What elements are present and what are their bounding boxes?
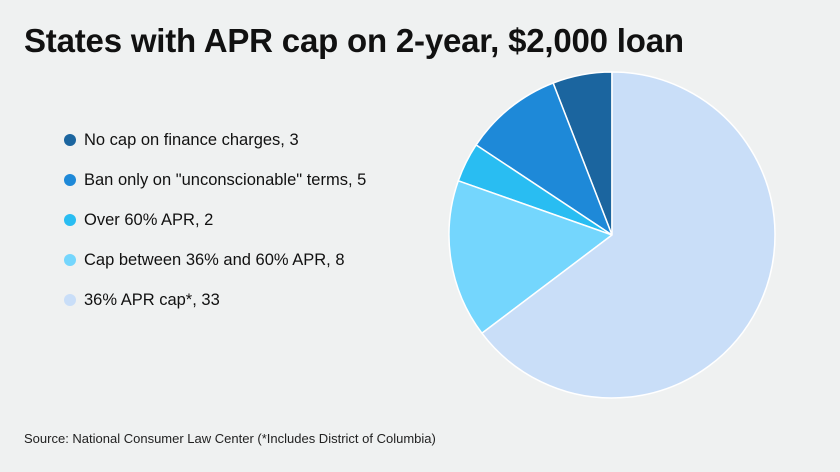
legend-swatch-over-60 xyxy=(64,214,76,226)
pie-slice-unconscionable xyxy=(475,82,613,236)
legend-swatch-36-cap xyxy=(64,294,76,306)
legend-label-36-60: Cap between 36% and 60% APR, 8 xyxy=(84,250,345,269)
legend-label-unconscionable: Ban only on "unconscionable" terms, 5 xyxy=(84,170,367,189)
chart-title: States with APR cap on 2-year, $2,000 lo… xyxy=(24,22,684,59)
legend-swatch-no-cap xyxy=(64,134,76,146)
legend-item-over-60: Over 60% APR, 2 xyxy=(64,207,366,233)
legend-swatch-unconscionable xyxy=(64,174,76,186)
legend: No cap on finance charges, 3 Ban only on… xyxy=(64,127,366,327)
pie-slice-36-60 xyxy=(448,180,613,334)
legend-label-no-cap: No cap on finance charges, 3 xyxy=(84,130,299,149)
legend-label-over-60: Over 60% APR, 2 xyxy=(84,210,214,229)
legend-item-no-cap: No cap on finance charges, 3 xyxy=(64,127,366,153)
legend-label-36-cap: 36% APR cap*, 33 xyxy=(84,290,220,309)
legend-swatch-36-60 xyxy=(64,254,76,266)
legend-item-36-60: Cap between 36% and 60% APR, 8 xyxy=(64,247,366,273)
pie-slice-36-cap xyxy=(481,71,776,399)
legend-item-36-cap: 36% APR cap*, 33 xyxy=(64,287,366,313)
source-note: Source: National Consumer Law Center (*I… xyxy=(24,431,436,446)
legend-item-unconscionable: Ban only on "unconscionable" terms, 5 xyxy=(64,167,366,193)
